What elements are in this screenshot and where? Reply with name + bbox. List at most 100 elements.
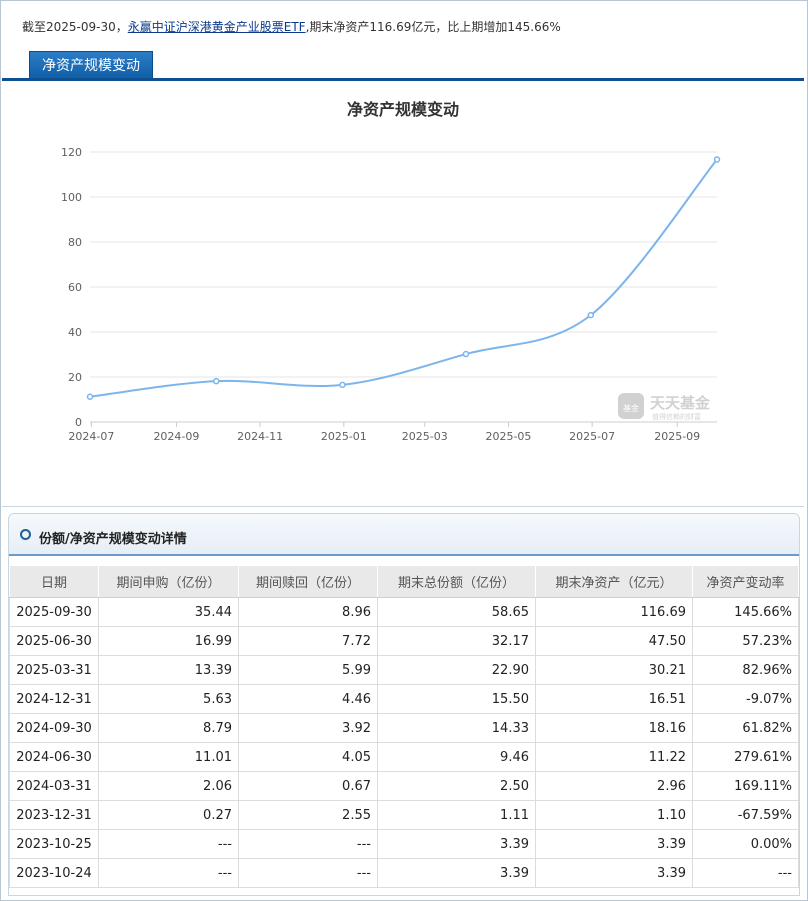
cell-net-assets: 3.39 — [535, 829, 693, 859]
cell-subscription: 11.01 — [98, 742, 239, 772]
cell-change-rate: -67.59% — [692, 800, 799, 830]
summary-suffix: ,期末净资产116.69亿元，比上期增加145.66% — [305, 20, 561, 34]
cell-date: 2025-06-30 — [9, 626, 99, 656]
cell-total-shares: 2.50 — [377, 771, 536, 801]
cell-total-shares: 3.39 — [377, 858, 536, 888]
x-tick-label: 2025-09 — [654, 430, 700, 440]
cell-redemption: 8.96 — [238, 597, 378, 627]
cell-total-shares: 14.33 — [377, 713, 536, 743]
x-tick-label: 2024-11 — [237, 430, 283, 440]
y-tick-label: 0 — [75, 416, 82, 429]
chart-panel — [2, 82, 804, 507]
cell-redemption: 0.67 — [238, 771, 378, 801]
cell-redemption: 4.46 — [238, 684, 378, 714]
cell-change-rate: 169.11% — [692, 771, 799, 801]
x-tick-label: 2024-09 — [153, 430, 199, 440]
x-tick-label: 2025-05 — [485, 430, 531, 440]
y-tick-label: 40 — [68, 326, 82, 339]
cell-subscription: 35.44 — [98, 597, 239, 627]
cell-total-shares: 32.17 — [377, 626, 536, 656]
column-header-subscription: 期间申购（亿份） — [98, 565, 239, 598]
cell-subscription: --- — [98, 829, 239, 859]
cell-date: 2025-03-31 — [9, 655, 99, 685]
cell-subscription: 2.06 — [98, 771, 239, 801]
watermark-brand: 天天基金 — [650, 394, 711, 412]
cell-subscription: 0.27 — [98, 800, 239, 830]
table-row: 2025-06-30 16.99 7.72 32.17 47.50 57.23% — [9, 626, 799, 656]
table-row: 2023-10-24 --- --- 3.39 3.39 --- — [9, 858, 799, 888]
net-asset-series-line — [89, 158, 718, 398]
cell-redemption: 5.99 — [238, 655, 378, 685]
cell-date: 2023-10-24 — [9, 858, 99, 888]
net-asset-line-chart: 0 20 40 60 80 100 120 2024-07 2024-09 2024-11 2025… — [61, 146, 721, 440]
x-tick-label: 2024-07 — [68, 430, 114, 440]
cell-date: 2023-12-31 — [9, 800, 99, 830]
cell-net-assets: 2.96 — [535, 771, 693, 801]
table-row: 2024-03-31 2.06 0.67 2.50 2.96 169.11% — [9, 771, 799, 801]
column-header-net-assets: 期末净资产（亿元） — [535, 565, 693, 598]
cell-change-rate: -9.07% — [692, 684, 799, 714]
cell-net-assets: 11.22 — [535, 742, 693, 772]
cell-subscription: 16.99 — [98, 626, 239, 656]
column-header-date: 日期 — [9, 565, 99, 598]
cell-change-rate: 61.82% — [692, 713, 799, 743]
column-header-change-rate: 净资产变动率 — [692, 565, 799, 598]
y-tick-label: 60 — [68, 281, 82, 294]
table-row: 2024-06-30 11.01 4.05 9.46 11.22 279.61% — [9, 742, 799, 772]
cell-total-shares: 22.90 — [377, 655, 536, 685]
data-point — [339, 381, 346, 389]
cell-redemption: 2.55 — [238, 800, 378, 830]
y-tick-label: 100 — [61, 191, 82, 204]
tab-underline — [2, 78, 804, 81]
cell-change-rate: --- — [692, 858, 799, 888]
x-tick-label: 2025-07 — [569, 430, 615, 440]
cell-date: 2024-03-31 — [9, 771, 99, 801]
chart-title: 净资产规模变动 — [346, 100, 459, 119]
fund-name-link[interactable]: 永赢中证沪深港黄金产业股票ETF — [127, 20, 306, 34]
cell-total-shares: 1.11 — [377, 800, 536, 830]
watermark-sub: 值得信赖的财富 — [652, 412, 701, 421]
detail-header: 份额/净资产规模变动详情 — [9, 514, 799, 556]
summary-prefix: 截至2025-09-30， — [22, 20, 128, 34]
cell-net-assets: 3.39 — [535, 858, 693, 888]
tab-net-asset-scale[interactable]: 净资产规模变动 — [29, 51, 153, 79]
table-row: 2025-03-31 13.39 5.99 22.90 30.21 82.96% — [9, 655, 799, 685]
table-row: 2023-12-31 0.27 2.55 1.11 1.10 -67.59% — [9, 800, 799, 830]
cell-change-rate: 145.66% — [692, 597, 799, 627]
x-tick-label: 2025-03 — [402, 430, 448, 440]
cell-net-assets: 47.50 — [535, 626, 693, 656]
cell-net-assets: 18.16 — [535, 713, 693, 743]
watermark-tag: 基金 — [623, 403, 639, 413]
cell-total-shares: 58.65 — [377, 597, 536, 627]
cell-date: 2025-09-30 — [9, 597, 99, 627]
cell-change-rate: 279.61% — [692, 742, 799, 772]
detail-table: 日期 期间申购（亿份） 期间赎回（亿份） 期末总份额（亿份） 期末净资产（亿元）… — [9, 565, 799, 888]
cell-net-assets: 116.69 — [535, 597, 693, 627]
cell-subscription: 13.39 — [98, 655, 239, 685]
cell-redemption: 7.72 — [238, 626, 378, 656]
summary-line: 截至2025-09-30，永赢中证沪深港黄金产业股票ETF,期末净资产116.6… — [22, 18, 561, 36]
cell-date: 2023-10-25 — [9, 829, 99, 859]
table-row: 2025-09-30 35.44 8.96 58.65 116.69 145.66% — [9, 597, 799, 627]
circle-bullet-icon — [20, 529, 31, 540]
cell-redemption: 4.05 — [238, 742, 378, 772]
y-tick-label: 20 — [68, 371, 82, 384]
cell-date: 2024-06-30 — [9, 742, 99, 772]
cell-net-assets: 1.10 — [535, 800, 693, 830]
cell-total-shares: 15.50 — [377, 684, 536, 714]
data-point — [212, 377, 220, 385]
cell-total-shares: 9.46 — [377, 742, 536, 772]
table-row: 2023-10-25 --- --- 3.39 3.39 0.00% — [9, 829, 799, 859]
column-header-redemption: 期间赎回（亿份） — [238, 565, 378, 598]
tab-bar: 净资产规模变动 — [0, 49, 806, 81]
data-point — [462, 350, 470, 358]
cell-date: 2024-12-31 — [9, 684, 99, 714]
column-header-total-shares: 期末总份额（亿份） — [377, 565, 536, 598]
cell-change-rate: 0.00% — [692, 829, 799, 859]
cell-subscription: --- — [98, 858, 239, 888]
cell-change-rate: 57.23% — [692, 626, 799, 656]
data-point — [86, 393, 94, 401]
table-row: 2024-12-31 5.63 4.46 15.50 16.51 -9.07% — [9, 684, 799, 714]
table-header-row: 日期 期间申购（亿份） 期间赎回（亿份） 期末总份额（亿份） 期末净资产（亿元）… — [9, 565, 799, 598]
